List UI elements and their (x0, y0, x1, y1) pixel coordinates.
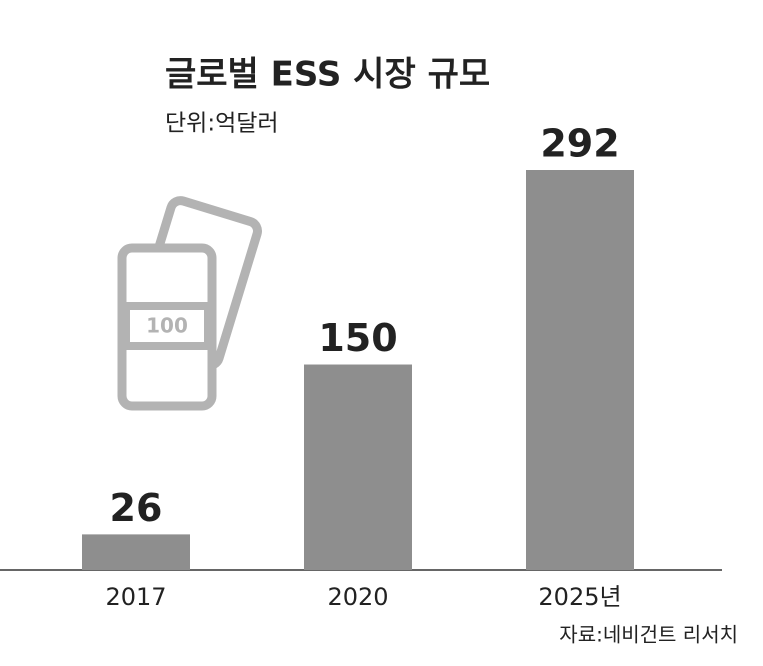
value-label: 292 (540, 122, 619, 166)
icon-label: 100 (146, 314, 188, 338)
x-tick-label: 2017 (105, 583, 166, 611)
value-label: 26 (110, 486, 163, 530)
bar (526, 170, 634, 570)
bar (82, 534, 190, 570)
x-tick-label: 2020 (327, 583, 388, 611)
source-note: 자료:네비건트 리서치 (559, 623, 738, 647)
money-icon (117, 196, 262, 411)
value-label: 150 (318, 316, 397, 360)
chart-title: 글로벌 ESS 시장 규모 (165, 55, 490, 95)
chart-subtitle: 단위:억달러 (165, 111, 279, 137)
bar (304, 364, 412, 570)
x-tick-label: 2025년 (538, 583, 621, 611)
